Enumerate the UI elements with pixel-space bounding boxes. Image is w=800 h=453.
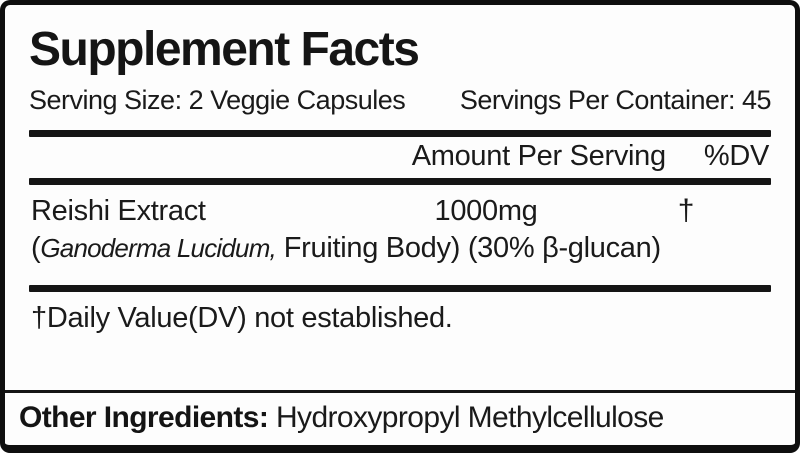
thick-rule-header	[29, 178, 771, 186]
other-ingredients-value: Hydroxypropyl Methylcellulose	[275, 401, 664, 434]
servings-per-container-text: Servings Per Container: 45	[459, 85, 772, 116]
other-ingredients-section: Other Ingredients: Hydroxypropyl Methylc…	[5, 393, 795, 445]
other-ingredients-label: Other Ingredients:	[19, 401, 269, 434]
ingredient-row: Reishi Extract 1000mg †	[29, 185, 771, 230]
detail-open-paren: (	[31, 232, 41, 265]
section-divider-rule	[5, 390, 795, 393]
ingredient-detail-line: (Ganoderma Lucidum, Fruiting Body) (30% …	[29, 230, 771, 285]
detail-rest-text: Fruiting Body) (30% β-glucan)	[275, 232, 661, 265]
ingredient-amount: 1000mg	[434, 195, 538, 228]
ingredient-dv-dagger: †	[677, 194, 695, 228]
thick-rule-bottom	[29, 285, 771, 293]
serving-info-row: Serving Size: 2 Veggie Capsules Servings…	[29, 85, 772, 116]
amount-per-serving-header: Amount Per Serving	[411, 140, 666, 173]
botanical-latin-name: Ganoderma Lucidum,	[40, 233, 276, 264]
serving-size-text: Serving Size: 2 Veggie Capsules	[29, 85, 406, 116]
dv-footnote: †Daily Value(DV) not established.	[31, 302, 453, 335]
panel-title: Supplement Facts	[29, 23, 420, 76]
facts-main-section: Supplement Facts Serving Size: 2 Veggie …	[5, 5, 795, 390]
percent-dv-header: %DV	[703, 140, 769, 173]
thick-rule-top	[29, 130, 771, 138]
column-header-row: Amount Per Serving %DV	[29, 137, 771, 178]
ingredient-name: Reishi Extract	[31, 195, 206, 228]
